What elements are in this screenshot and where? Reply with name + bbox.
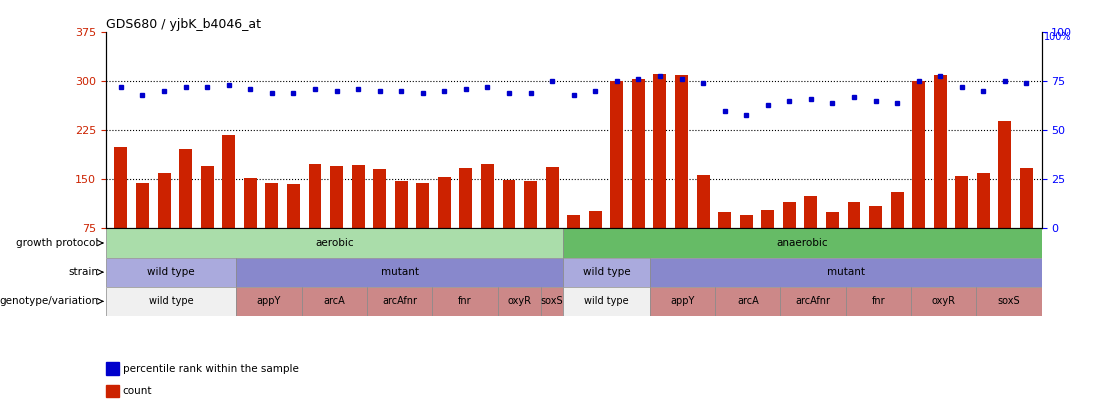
Bar xyxy=(846,287,911,316)
Text: arcA: arcA xyxy=(737,296,759,306)
Bar xyxy=(781,287,846,316)
Bar xyxy=(977,173,990,277)
Bar xyxy=(563,287,649,316)
Bar xyxy=(287,184,300,277)
Bar xyxy=(912,81,925,277)
Bar xyxy=(1020,168,1033,277)
Text: mutant: mutant xyxy=(381,267,419,277)
Text: wild type: wild type xyxy=(147,267,195,277)
Bar xyxy=(869,206,882,277)
Bar xyxy=(998,121,1012,277)
Bar xyxy=(610,81,624,277)
Bar xyxy=(740,215,753,277)
Text: fnr: fnr xyxy=(871,296,886,306)
Bar xyxy=(179,149,192,277)
Bar xyxy=(804,196,818,277)
Bar xyxy=(244,178,256,277)
Bar xyxy=(106,228,563,258)
Text: oxyR: oxyR xyxy=(507,296,531,306)
Text: oxyR: oxyR xyxy=(931,296,956,306)
Bar xyxy=(654,74,666,277)
Bar xyxy=(201,166,214,277)
Bar xyxy=(432,287,498,316)
Bar xyxy=(481,164,494,277)
Text: anaerobic: anaerobic xyxy=(776,238,828,248)
Bar xyxy=(157,173,170,277)
Bar xyxy=(589,211,602,277)
Bar xyxy=(632,79,645,277)
Bar xyxy=(236,287,302,316)
Bar xyxy=(848,202,860,277)
Bar xyxy=(649,258,1042,287)
Bar xyxy=(459,168,472,277)
Bar xyxy=(783,202,795,277)
Text: arcAfnr: arcAfnr xyxy=(795,296,831,306)
Text: aerobic: aerobic xyxy=(315,238,353,248)
Bar xyxy=(715,287,781,316)
Text: strain: strain xyxy=(68,267,98,277)
Text: arcAfnr: arcAfnr xyxy=(382,296,417,306)
Bar xyxy=(352,165,364,277)
Bar xyxy=(330,166,343,277)
Text: soxS: soxS xyxy=(540,296,564,306)
Bar xyxy=(417,183,429,277)
Bar xyxy=(438,177,451,277)
Bar xyxy=(502,180,516,277)
Bar xyxy=(567,215,580,277)
Bar xyxy=(546,167,558,277)
Bar xyxy=(367,287,432,316)
Bar xyxy=(373,169,387,277)
Text: GDS680 / yjbK_b4046_at: GDS680 / yjbK_b4046_at xyxy=(106,18,261,31)
Bar xyxy=(394,181,408,277)
Bar xyxy=(265,183,278,277)
Text: appY: appY xyxy=(257,296,281,306)
Bar xyxy=(563,258,649,287)
Bar xyxy=(236,258,563,287)
Text: wild type: wild type xyxy=(584,296,628,306)
Bar xyxy=(223,135,235,277)
Bar xyxy=(911,287,976,316)
Text: mutant: mutant xyxy=(827,267,864,277)
Text: count: count xyxy=(123,386,152,396)
Bar xyxy=(524,181,537,277)
Text: appY: appY xyxy=(671,296,695,306)
Text: fnr: fnr xyxy=(458,296,471,306)
Bar xyxy=(563,228,1042,258)
Text: arcA: arcA xyxy=(323,296,345,306)
Text: percentile rank within the sample: percentile rank within the sample xyxy=(123,364,299,373)
Bar xyxy=(115,147,127,277)
Bar xyxy=(761,210,774,277)
Bar xyxy=(541,287,563,316)
Bar xyxy=(825,212,839,277)
Bar xyxy=(675,75,688,277)
Bar xyxy=(934,75,947,277)
Bar xyxy=(309,164,322,277)
Bar xyxy=(719,212,731,277)
Text: wild type: wild type xyxy=(149,296,194,306)
Text: 100%: 100% xyxy=(1044,32,1071,43)
Bar xyxy=(891,192,903,277)
Text: genotype/variation: genotype/variation xyxy=(0,296,98,306)
Text: growth protocol: growth protocol xyxy=(16,238,98,248)
Bar xyxy=(498,287,541,316)
Bar xyxy=(956,176,968,277)
Bar xyxy=(136,183,149,277)
Bar xyxy=(302,287,367,316)
Text: soxS: soxS xyxy=(998,296,1020,306)
Bar xyxy=(976,287,1042,316)
Bar xyxy=(106,258,236,287)
Bar xyxy=(106,287,236,316)
Bar xyxy=(649,287,715,316)
Bar xyxy=(696,175,710,277)
Text: wild type: wild type xyxy=(583,267,631,277)
